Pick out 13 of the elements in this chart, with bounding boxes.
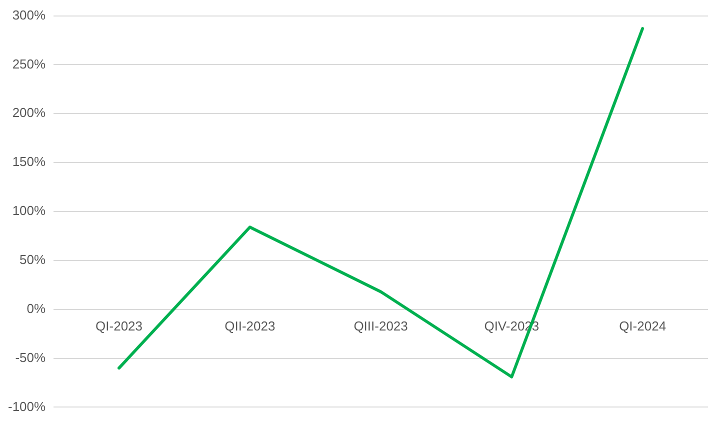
y-tick-label: 0% — [26, 300, 46, 316]
y-tick-label: 300% — [12, 7, 46, 22]
x-tick-label: QIII-2023 — [354, 318, 408, 334]
y-tick-label: -50% — [15, 350, 46, 365]
x-tick-label: QI-2024 — [619, 318, 666, 334]
y-tick-label: 100% — [12, 203, 46, 218]
y-tick-label: 250% — [12, 56, 46, 72]
y-tick-label: 150% — [12, 154, 46, 170]
y-tick-label: 50% — [20, 252, 46, 268]
x-tick-label: QII-2023 — [224, 318, 276, 334]
y-tick-label: 200% — [12, 105, 46, 120]
x-tick-label: QI-2023 — [96, 318, 143, 334]
y-tick-label: -100% — [8, 398, 46, 414]
